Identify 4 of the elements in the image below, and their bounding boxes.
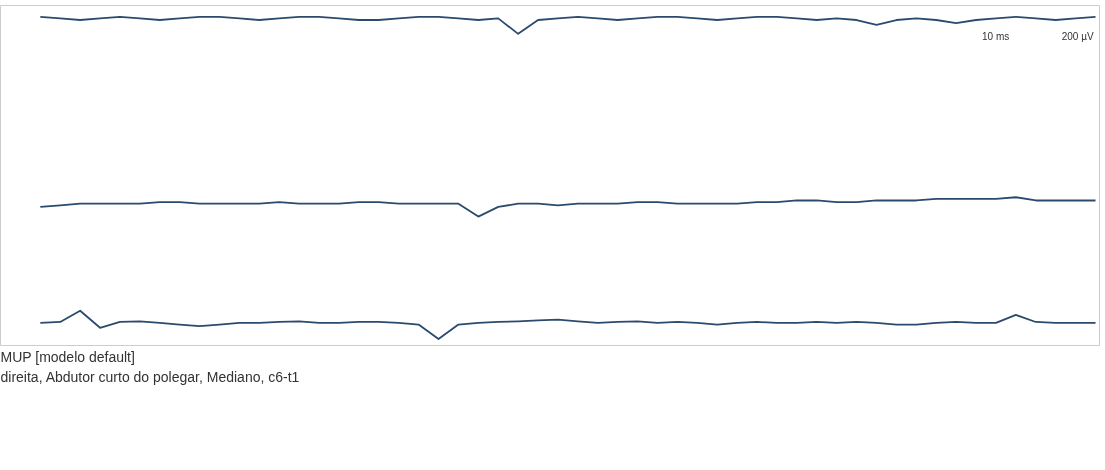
text: direita, Abdutor curto do polegar, Mediano, c6-t1 [0,368,300,385]
annotation: 200 µV [1061,30,1094,42]
annotation: 10 ms [982,30,1010,42]
text: MUP [modelo default] [0,348,135,365]
